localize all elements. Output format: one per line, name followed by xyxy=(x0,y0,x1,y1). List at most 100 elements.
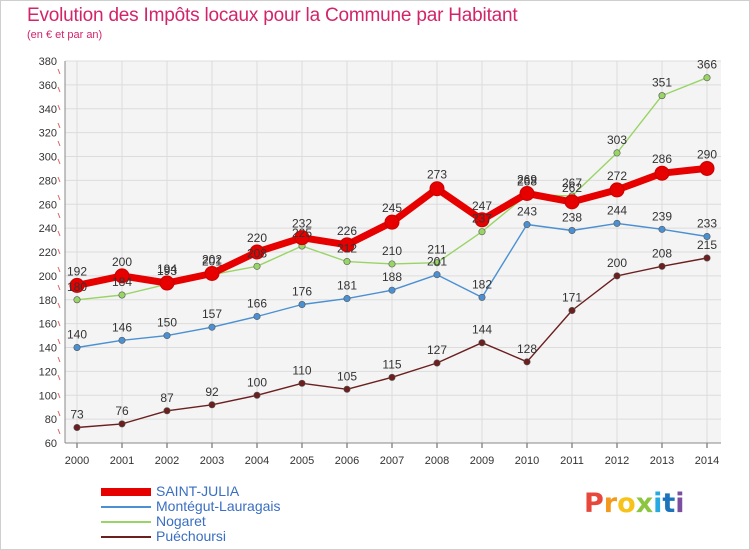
data-point-saint-julia xyxy=(69,277,85,293)
axis-decoration xyxy=(57,266,61,273)
data-point-puechoursi xyxy=(433,359,441,367)
axis-decoration xyxy=(57,140,61,147)
data-label-puechoursi: 127 xyxy=(427,343,447,357)
x-tick-label: 2006 xyxy=(335,455,359,467)
y-tick-label: 380 xyxy=(39,56,57,68)
data-point-saint-julia xyxy=(519,186,535,202)
axis-decoration xyxy=(57,104,61,111)
data-point-puechoursi xyxy=(478,339,486,347)
data-label-saint-julia: 200 xyxy=(112,255,132,269)
axis-decoration xyxy=(57,320,61,327)
axis-decoration xyxy=(57,428,61,435)
data-label-nogaret: 210 xyxy=(382,244,402,258)
logo-letter: i xyxy=(653,488,663,519)
data-point-puechoursi xyxy=(523,358,531,366)
data-label-nogaret: 225 xyxy=(292,226,312,240)
data-label-nogaret: 193 xyxy=(157,264,177,278)
data-label-montegut-lauragais: 238 xyxy=(562,211,582,225)
chart-subtitle: (en € et par an) xyxy=(27,29,103,41)
axis-decoration xyxy=(57,338,61,345)
x-tick-label: 2000 xyxy=(65,455,89,467)
axis-decoration xyxy=(57,284,61,291)
data-point-puechoursi xyxy=(568,306,576,314)
y-tick-label: 180 xyxy=(39,295,57,307)
data-label-nogaret: 201 xyxy=(202,255,222,269)
logo-letter: t xyxy=(662,488,676,519)
data-point-saint-julia xyxy=(384,214,400,230)
data-point-montegut-lauragais xyxy=(658,225,666,233)
data-point-puechoursi xyxy=(343,385,351,393)
data-point-montegut-lauragais xyxy=(523,221,531,229)
data-label-montegut-lauragais: 150 xyxy=(157,316,177,330)
data-label-puechoursi: 105 xyxy=(337,369,357,383)
data-label-nogaret: 237 xyxy=(472,212,492,226)
data-label-saint-julia: 262 xyxy=(562,181,582,195)
data-point-puechoursi xyxy=(388,373,396,381)
data-label-saint-julia: 232 xyxy=(292,217,312,231)
data-point-puechoursi xyxy=(118,420,126,428)
data-point-puechoursi xyxy=(658,262,666,270)
axis-decoration xyxy=(57,410,61,417)
x-tick-label: 2008 xyxy=(425,455,449,467)
data-point-montegut-lauragais xyxy=(613,219,621,227)
y-tick-label: 80 xyxy=(45,414,57,426)
data-label-montegut-lauragais: 233 xyxy=(697,216,717,230)
y-tick-label: 340 xyxy=(39,104,57,116)
axis-decoration xyxy=(57,374,61,381)
data-label-puechoursi: 87 xyxy=(160,391,174,405)
data-label-montegut-lauragais: 201 xyxy=(427,255,447,269)
data-point-montegut-lauragais xyxy=(208,323,216,331)
data-label-nogaret: 351 xyxy=(652,76,672,90)
data-point-saint-julia xyxy=(654,165,670,181)
legend-swatch xyxy=(101,488,151,496)
legend-label: SAINT-JULIA xyxy=(156,483,240,499)
logo-letter: x xyxy=(635,488,654,519)
y-tick-label: 260 xyxy=(39,199,57,211)
data-point-saint-julia xyxy=(204,265,220,281)
data-label-nogaret: 211 xyxy=(427,243,446,257)
data-point-saint-julia xyxy=(609,182,625,198)
data-point-nogaret xyxy=(433,259,441,267)
axis-decoration xyxy=(57,194,61,201)
data-label-saint-julia: 290 xyxy=(697,147,717,161)
x-tick-label: 2005 xyxy=(290,455,314,467)
logo-letter: r xyxy=(603,488,618,519)
y-tick-label: 200 xyxy=(39,271,57,283)
x-tick-label: 2013 xyxy=(650,455,674,467)
legend-label: Montégut-Lauragais xyxy=(156,498,281,514)
data-label-nogaret: 212 xyxy=(337,242,357,256)
x-tick-label: 2011 xyxy=(560,455,584,467)
data-point-saint-julia xyxy=(474,212,490,228)
axis-decoration xyxy=(57,356,61,363)
data-label-nogaret: 208 xyxy=(247,246,267,260)
x-tick-label: 2014 xyxy=(695,455,719,467)
data-label-montegut-lauragais: 244 xyxy=(607,203,627,217)
data-point-saint-julia xyxy=(339,237,355,253)
data-point-nogaret xyxy=(478,228,486,236)
axis-decoration xyxy=(57,230,61,237)
data-label-saint-julia: 272 xyxy=(607,169,627,183)
logo-letter: P xyxy=(584,488,604,519)
data-label-saint-julia: 269 xyxy=(517,173,537,187)
data-point-saint-julia xyxy=(564,194,580,210)
data-point-puechoursi xyxy=(253,391,261,399)
legend-swatch xyxy=(101,536,151,538)
data-label-montegut-lauragais: 181 xyxy=(337,279,357,293)
axis-decoration xyxy=(57,302,61,309)
data-point-montegut-lauragais xyxy=(388,286,396,294)
data-point-montegut-lauragais xyxy=(343,295,351,303)
data-label-puechoursi: 208 xyxy=(652,246,672,260)
data-point-saint-julia xyxy=(159,275,175,291)
y-tick-label: 360 xyxy=(39,80,57,92)
data-label-montegut-lauragais: 243 xyxy=(517,205,537,219)
data-label-puechoursi: 92 xyxy=(205,385,219,399)
data-point-nogaret xyxy=(613,149,621,157)
data-point-nogaret xyxy=(658,92,666,100)
data-label-montegut-lauragais: 166 xyxy=(247,296,267,310)
data-point-puechoursi xyxy=(613,272,621,280)
data-label-nogaret: 303 xyxy=(607,133,627,147)
data-label-saint-julia: 202 xyxy=(202,252,222,266)
data-point-puechoursi xyxy=(703,254,711,262)
data-point-puechoursi xyxy=(298,379,306,387)
